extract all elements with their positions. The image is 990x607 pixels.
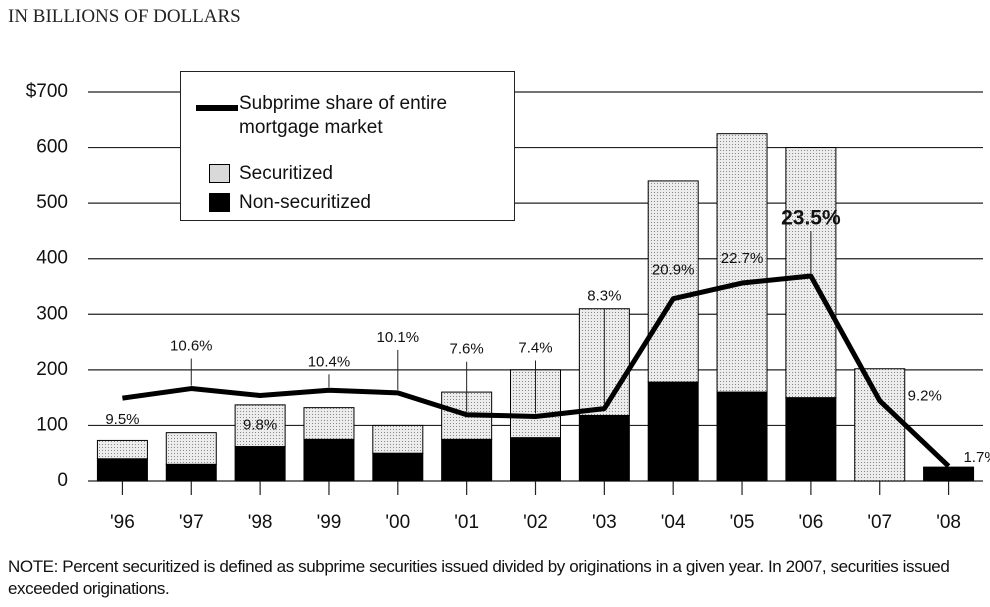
bar-segment bbox=[510, 437, 561, 482]
x-tick-label: '02 bbox=[523, 512, 548, 533]
x-tick-label: '04 bbox=[661, 512, 686, 533]
data-label: 10.1% bbox=[377, 329, 420, 346]
data-label: 23.5% bbox=[781, 207, 841, 230]
data-label: 20.9% bbox=[652, 262, 695, 279]
x-tick-label: '07 bbox=[867, 512, 892, 533]
legend-swatch bbox=[209, 193, 230, 212]
legend-label: Subprime share of entire mortgage market bbox=[239, 93, 448, 138]
bar-segment bbox=[785, 397, 837, 482]
bar-segment bbox=[647, 180, 699, 383]
bar-segment bbox=[647, 381, 699, 482]
bar-segment bbox=[854, 368, 906, 482]
x-tick-label: '99 bbox=[317, 512, 342, 533]
x-tick-label: '97 bbox=[179, 512, 204, 533]
bar-segment bbox=[372, 452, 424, 482]
bar-segment bbox=[716, 391, 768, 482]
y-tick-label: 0 bbox=[57, 470, 68, 491]
data-label: 10.4% bbox=[308, 353, 351, 370]
y-tick-label: 200 bbox=[36, 359, 68, 380]
bar-segment bbox=[716, 133, 768, 393]
legend-line bbox=[196, 105, 238, 111]
bar-segment bbox=[234, 404, 286, 448]
legend: Subprime share of entire mortgage market… bbox=[180, 71, 515, 221]
data-label: 9.8% bbox=[243, 416, 277, 433]
bar-segment bbox=[234, 446, 286, 482]
bar-segment bbox=[785, 147, 837, 399]
x-tick-label: '03 bbox=[592, 512, 617, 533]
x-tick-label: '01 bbox=[454, 512, 479, 533]
bar-segment bbox=[578, 414, 630, 482]
y-tick-label: 300 bbox=[36, 303, 68, 324]
bar-segment bbox=[303, 407, 355, 440]
chart-title: IN BILLIONS OF DOLLARS bbox=[8, 6, 241, 27]
bar-segment bbox=[303, 438, 355, 482]
x-tick-label: '98 bbox=[248, 512, 273, 533]
bar-segment bbox=[165, 463, 217, 482]
data-label: 7.6% bbox=[450, 341, 484, 358]
y-tick-label: $700 bbox=[26, 81, 68, 102]
y-tick-label: 500 bbox=[36, 192, 68, 213]
y-tick-label: 600 bbox=[36, 137, 68, 158]
bar-segment bbox=[441, 438, 493, 482]
data-label: 22.7% bbox=[721, 250, 764, 267]
data-label: 1.7% bbox=[963, 449, 990, 466]
data-label: 10.6% bbox=[170, 338, 213, 355]
data-label: 9.2% bbox=[908, 388, 942, 405]
data-label: 7.4% bbox=[518, 339, 552, 356]
y-tick-label: 100 bbox=[36, 414, 68, 435]
note: NOTE: Percent securitized is defined as … bbox=[8, 557, 950, 598]
x-tick-label: '06 bbox=[799, 512, 824, 533]
bar-segment bbox=[96, 439, 148, 460]
bar-segment bbox=[165, 432, 217, 465]
line-series bbox=[122, 273, 951, 468]
x-tick-label: '08 bbox=[936, 512, 961, 533]
data-label: 8.3% bbox=[587, 288, 621, 305]
bar-segment bbox=[372, 424, 424, 454]
bar-segment bbox=[923, 466, 975, 482]
legend-label: Securitized bbox=[239, 163, 333, 184]
data-label: 9.5% bbox=[105, 411, 139, 428]
y-tick-label: 400 bbox=[36, 248, 68, 269]
x-tick-label: '96 bbox=[110, 512, 135, 533]
x-tick-label: '00 bbox=[385, 512, 410, 533]
legend-swatch bbox=[209, 164, 230, 183]
legend-label: Non-securitized bbox=[239, 192, 371, 213]
bar-segment bbox=[96, 458, 148, 482]
x-tick-label: '05 bbox=[730, 512, 755, 533]
